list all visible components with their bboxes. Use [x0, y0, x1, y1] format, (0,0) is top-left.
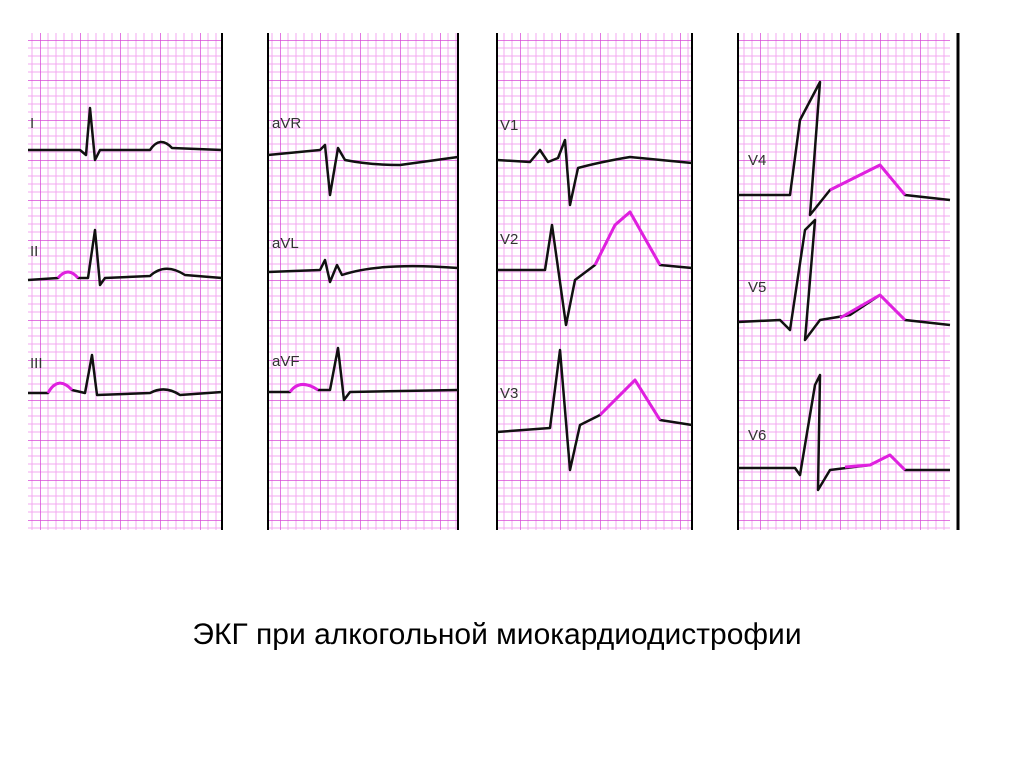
lead-label: V1	[500, 117, 518, 134]
lead-label: II	[30, 243, 38, 260]
lead-label: V6	[748, 427, 766, 444]
lead-label: V4	[748, 152, 766, 169]
lead-label: I	[30, 115, 34, 132]
lead-label: V2	[500, 231, 518, 248]
lead-label: III	[30, 355, 43, 372]
lead-label: aVL	[272, 235, 299, 252]
lead-label: aVR	[272, 115, 301, 132]
ecg-panel: aVR aVL aVF	[267, 33, 459, 530]
caption: ЭКГ при алкогольной миокардиодистрофии	[192, 618, 801, 651]
ecg-panel: I II III	[27, 33, 223, 530]
lead-label: V3	[500, 385, 518, 402]
lead-label: aVF	[272, 353, 300, 370]
ecg-panel: V4 V5 V6	[737, 33, 960, 530]
ecg-panel: V1 V2 V3	[496, 33, 693, 530]
lead-label: V5	[748, 279, 766, 296]
